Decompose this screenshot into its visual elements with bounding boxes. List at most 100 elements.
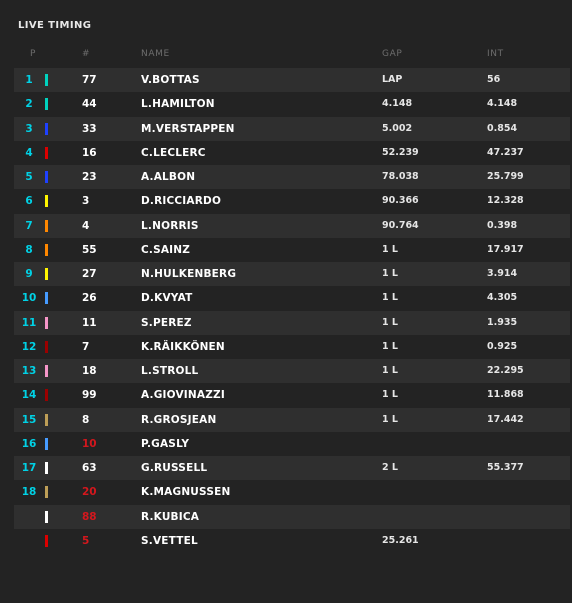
team-color-bar — [45, 122, 48, 135]
table-row[interactable]: 12 7 K.RÄIKKÖNEN 1 L 0.925 — [14, 335, 570, 359]
table-row[interactable]: 8 55 C.SAINZ 1 L 17.917 — [14, 238, 570, 262]
car-number-cell: 16 — [82, 146, 97, 159]
table-row[interactable]: 2 44 L.HAMILTON 4.148 4.148 — [14, 92, 570, 116]
gap-cell: 1 L — [382, 413, 398, 425]
position-cell: 16 — [21, 437, 37, 450]
driver-name-cell: A.GIOVINAZZI — [141, 389, 225, 402]
header-interval[interactable]: INT — [487, 49, 504, 59]
header-number[interactable]: # — [82, 49, 91, 59]
team-color-bar — [45, 316, 48, 329]
position-cell: 11 — [21, 316, 37, 329]
table-row[interactable]: 88 R.KUBICA — [14, 504, 570, 529]
team-color-bar — [45, 74, 48, 86]
car-number-cell: 7 — [82, 340, 90, 353]
position-cell: 8 — [25, 243, 33, 256]
driver-name-cell: S.VETTEL — [141, 534, 198, 547]
header-position[interactable]: P — [30, 49, 37, 59]
gap-cell: 90.366 — [382, 195, 419, 207]
position-cell: 18 — [21, 486, 37, 499]
position-cell: 10 — [21, 292, 37, 305]
interval-cell: 47.237 — [487, 146, 524, 158]
car-number-cell: 99 — [82, 389, 97, 402]
position-cell: 12 — [21, 340, 37, 353]
gap-cell: 1 L — [382, 243, 398, 255]
driver-name-cell: L.NORRIS — [141, 219, 199, 232]
position-cell: 14 — [21, 389, 37, 402]
table-row[interactable]: 6 3 D.RICCIARDO 90.366 12.328 — [14, 189, 570, 213]
gap-cell: 1 L — [382, 316, 398, 328]
interval-cell: 11.868 — [487, 389, 524, 401]
car-number-cell: 18 — [82, 365, 97, 377]
car-number-cell: 10 — [82, 437, 97, 450]
team-color-bar — [45, 98, 48, 111]
car-number-cell: 88 — [82, 510, 97, 523]
timing-table: 1 77 V.BOTTAS LAP 56 2 44 L.HAMILTON 4.148 4.148 3… — [14, 68, 570, 553]
driver-name-cell: A.ALBON — [141, 171, 196, 183]
table-row[interactable]: 14 99 A.GIOVINAZZI 1 L 11.868 — [14, 383, 570, 407]
team-color-bar — [45, 219, 48, 232]
interval-cell: 56 — [487, 74, 501, 85]
gap-cell: 78.038 — [382, 171, 419, 182]
table-row[interactable]: 5 S.VETTEL 25.261 — [14, 529, 570, 553]
position-cell: 7 — [25, 219, 33, 232]
header-gap[interactable]: GAP — [382, 49, 403, 59]
driver-name-cell: M.VERSTAPPEN — [141, 122, 235, 135]
car-number-cell: 33 — [82, 122, 97, 135]
gap-cell: 1 L — [382, 365, 398, 376]
car-number-cell: 26 — [82, 292, 97, 305]
gap-cell: 2 L — [382, 462, 398, 473]
car-number-cell: 23 — [82, 171, 97, 183]
team-color-bar — [45, 534, 48, 547]
interval-cell: 3.914 — [487, 268, 518, 279]
interval-cell: 0.398 — [487, 219, 518, 231]
table-row[interactable]: 9 27 N.HULKENBERG 1 L 3.914 — [14, 262, 570, 287]
table-row[interactable]: 3 33 M.VERSTAPPEN 5.002 0.854 — [14, 116, 570, 141]
driver-name-cell: D.KVYAT — [141, 292, 193, 305]
driver-name-cell: C.LECLERC — [141, 146, 206, 159]
team-color-bar — [45, 268, 48, 280]
table-row[interactable]: 18 20 K.MAGNUSSEN — [14, 480, 570, 504]
team-color-bar — [45, 486, 48, 499]
interval-cell: 1.935 — [487, 316, 518, 328]
table-row[interactable]: 7 4 L.NORRIS 90.764 0.398 — [14, 213, 570, 238]
position-cell: 6 — [25, 195, 33, 208]
car-number-cell: 11 — [82, 316, 97, 329]
team-color-bar — [45, 462, 48, 474]
table-row[interactable]: 11 11 S.PEREZ 1 L 1.935 — [14, 310, 570, 335]
team-color-bar — [45, 437, 48, 450]
gap-cell: 52.239 — [382, 146, 419, 158]
position-cell: 4 — [25, 146, 33, 159]
car-number-cell: 3 — [82, 195, 90, 208]
table-row[interactable]: 15 8 R.GROSJEAN 1 L 17.442 — [14, 407, 570, 432]
team-color-bar — [45, 146, 48, 159]
table-row[interactable]: 16 10 P.GASLY — [14, 432, 570, 456]
interval-cell: 4.148 — [487, 98, 518, 110]
header-name[interactable]: NAME — [141, 49, 170, 59]
interval-cell: 12.328 — [487, 195, 524, 207]
driver-name-cell: P.GASLY — [141, 437, 190, 450]
team-color-bar — [45, 510, 48, 523]
gap-cell: 25.261 — [382, 534, 419, 546]
car-number-cell: 20 — [82, 486, 97, 499]
car-number-cell: 5 — [82, 534, 90, 547]
table-row[interactable]: 1 77 V.BOTTAS LAP 56 — [14, 68, 570, 93]
team-color-bar — [45, 365, 48, 377]
table-row[interactable]: 5 23 A.ALBON 78.038 25.799 — [14, 165, 570, 190]
position-cell: 3 — [25, 122, 33, 135]
driver-name-cell: G.RUSSELL — [141, 462, 208, 474]
team-color-bar — [45, 413, 48, 426]
table-row[interactable]: 13 18 L.STROLL 1 L 22.295 — [14, 359, 570, 384]
team-color-bar — [45, 340, 48, 353]
interval-cell: 17.442 — [487, 413, 524, 425]
position-cell: 13 — [21, 365, 37, 377]
table-row[interactable]: 4 16 C.LECLERC 52.239 47.237 — [14, 141, 570, 165]
gap-cell: 1 L — [382, 292, 398, 304]
driver-name-cell: R.GROSJEAN — [141, 413, 217, 426]
table-row[interactable]: 17 63 G.RUSSELL 2 L 55.377 — [14, 456, 570, 481]
table-row[interactable]: 10 26 D.KVYAT 1 L 4.305 — [14, 286, 570, 310]
interval-cell: 25.799 — [487, 171, 524, 182]
car-number-cell: 44 — [82, 98, 97, 111]
car-number-cell: 4 — [82, 219, 90, 232]
car-number-cell: 8 — [82, 413, 90, 426]
panel-title: LIVE TIMING — [18, 20, 92, 31]
